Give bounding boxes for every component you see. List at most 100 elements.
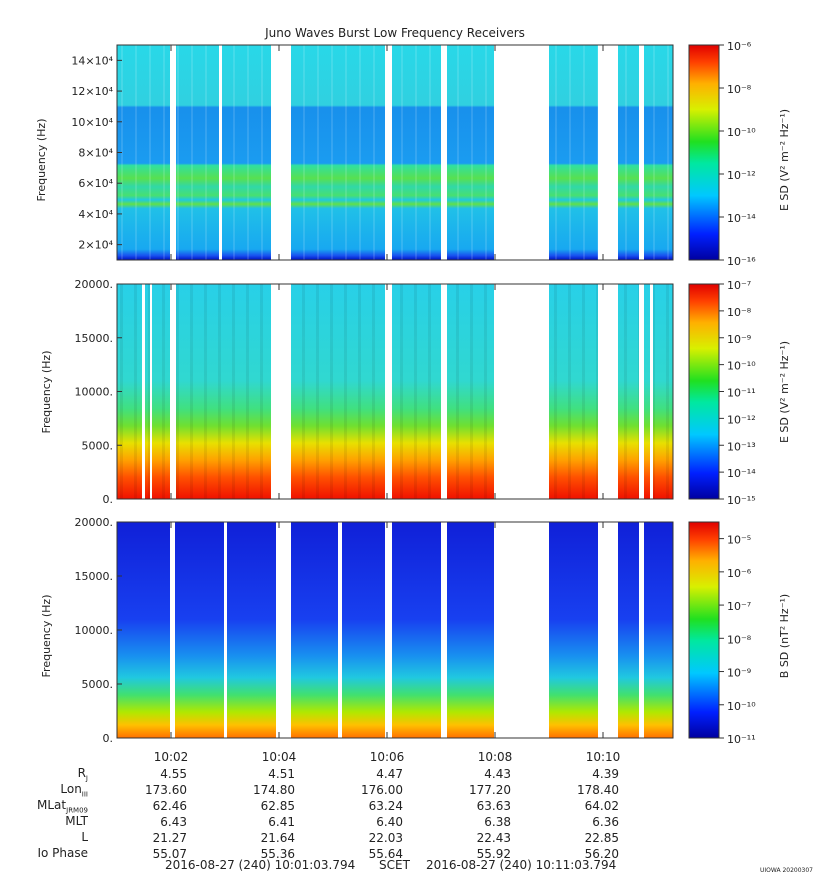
time-axis: 10:02 10:04 10:06 10:08 10:10 — [154, 45, 621, 764]
footer-start-time: 2016-08-27 (240) 10:01:03.794 — [165, 858, 356, 872]
data-gap — [224, 522, 227, 738]
colorbar-tick-label: 10⁻¹⁰ — [727, 360, 756, 373]
ephemeris-row-label: Io Phase — [37, 846, 88, 860]
ephemeris-value: 55.92 — [476, 847, 511, 861]
ephemeris-value: 6.40 — [376, 815, 403, 829]
data-gap — [385, 45, 392, 260]
colorbar-tick-label: 10⁻¹⁴ — [727, 467, 756, 480]
colorbar-tick-label: 10⁻¹³ — [727, 440, 756, 453]
ephemeris-row-label: LonIII — [60, 782, 88, 799]
time-tick-label: 10:02 — [154, 750, 189, 764]
panel-3-colorbar-label: B SD (nT² Hz⁻¹) — [778, 594, 791, 678]
ephemeris-value: 4.39 — [592, 767, 619, 781]
ephemeris-value: 62.46 — [152, 799, 187, 813]
ephemeris-value: 6.43 — [160, 815, 187, 829]
ephemeris-value: 4.43 — [484, 767, 511, 781]
y-tick-label: 10000. — [75, 386, 114, 399]
ephemeris-value: 55.07 — [152, 847, 187, 861]
colorbar-tick-label: 10⁻¹⁶ — [727, 255, 756, 268]
colorbar-tick-label: 10⁻¹⁴ — [727, 212, 756, 225]
data-gap — [441, 284, 447, 499]
y-tick-label: 10×10⁴ — [71, 116, 113, 129]
panel-1-gaps — [170, 45, 644, 260]
data-gap — [598, 45, 618, 260]
y-tick-label: 0. — [103, 732, 114, 745]
colorbar-tick-label: 10⁻⁷ — [727, 600, 751, 613]
ephemeris-row-label: MLT — [65, 814, 88, 828]
panel-3-yaxis: 20000. 15000. 10000. 5000. 0. — [75, 516, 122, 745]
ephemeris-value: 178.40 — [577, 783, 619, 797]
colorbar-tick-label: 10⁻⁸ — [727, 633, 752, 646]
panel-1-ylabel: Frequency (Hz) — [35, 119, 48, 202]
y-tick-label: 10000. — [75, 624, 114, 637]
ephemeris-value: 63.63 — [476, 799, 511, 813]
colorbar-tick-label: 10⁻⁷ — [727, 279, 751, 292]
panel-1: 2×10⁴ 4×10⁴ 6×10⁴ 8×10⁴ 10×10⁴ 12×10⁴ 14×10⁴ F… — [35, 40, 791, 268]
panel-3-gaps — [170, 522, 644, 738]
y-tick-label: 14×10⁴ — [71, 54, 113, 67]
ephemeris-row-label: L — [81, 830, 88, 844]
data-gap — [639, 522, 644, 738]
colorbar-tick-label: 10⁻¹¹ — [727, 733, 756, 746]
y-tick-label: 5000. — [82, 678, 114, 691]
y-tick-label: 6×10⁴ — [78, 177, 113, 190]
panel-2-texture — [117, 284, 673, 499]
colorbar-tick-label: 10⁻¹⁰ — [727, 700, 756, 713]
panel-3: 20000. 15000. 10000. 5000. 0. Frequency (Hz)… — [40, 516, 791, 746]
panel-2-yaxis: 20000. 15000. 10000. 5000. 0. — [75, 278, 122, 506]
footer-end-time: 2016-08-27 (240) 10:11:03.794 — [426, 858, 617, 872]
data-gap — [598, 284, 618, 499]
y-tick-label: 12×10⁴ — [71, 85, 113, 98]
data-gap — [142, 284, 145, 499]
colorbar-tick-label: 10⁻¹² — [727, 169, 756, 182]
data-gap — [598, 522, 618, 738]
ephemeris-value: 4.47 — [376, 767, 403, 781]
time-tick-label: 10:06 — [370, 750, 405, 764]
y-tick-label: 20000. — [75, 516, 114, 529]
y-tick-label: 5000. — [82, 439, 114, 452]
colorbar-tick-label: 10⁻¹⁵ — [727, 494, 756, 507]
panel-2: 20000. 15000. 10000. 5000. 0. Frequency (Hz)… — [40, 278, 791, 507]
data-gap — [338, 522, 342, 738]
ephemeris-value: 56.20 — [584, 847, 619, 861]
ephemeris-value: 21.27 — [152, 831, 187, 845]
colorbar-tick-label: 10⁻¹² — [727, 413, 756, 426]
panel-3-spectrogram — [117, 522, 673, 738]
colorbar-tick-label: 10⁻⁹ — [727, 333, 751, 346]
colorbar-tick-label: 10⁻¹¹ — [727, 387, 756, 400]
ephemeris-row-label: MLatJRM09 — [37, 798, 88, 815]
ephemeris-value: 176.00 — [361, 783, 403, 797]
data-gap — [385, 522, 392, 738]
footer-scet: SCET — [379, 858, 410, 872]
panel-3-ylabel: Frequency (Hz) — [40, 595, 53, 678]
ephemeris-value: 6.38 — [484, 815, 511, 829]
data-gap — [441, 45, 447, 260]
data-gap — [170, 45, 176, 260]
y-tick-label: 2×10⁴ — [78, 239, 113, 252]
data-gap — [219, 45, 222, 260]
ephemeris-value: 62.85 — [260, 799, 295, 813]
panel-1-texture — [117, 45, 673, 260]
ephemeris-value: 174.80 — [253, 783, 295, 797]
ephemeris-value: 22.43 — [476, 831, 511, 845]
panel-2-colorbar-ticks: 10⁻⁷ 10⁻⁸ 10⁻⁹ 10⁻¹⁰ 10⁻¹¹ 10⁻¹² 10⁻¹³ 10⁻¹⁴ 10⁻… — [719, 279, 756, 507]
ephemeris-row-label: RJ — [77, 766, 88, 783]
panel-1-colorbar — [688, 44, 720, 261]
ephemeris-value: 6.36 — [592, 815, 619, 829]
ephemeris-value: 55.36 — [260, 847, 295, 861]
time-tick-label: 10:08 — [478, 750, 513, 764]
ephemeris-value: 6.41 — [268, 815, 295, 829]
data-gap — [441, 522, 447, 738]
ephemeris-value: 63.24 — [368, 799, 403, 813]
ephemeris-value: 64.02 — [584, 799, 619, 813]
ephemeris-value: 4.51 — [268, 767, 295, 781]
ephemeris-value: 55.64 — [368, 847, 403, 861]
time-tick-label: 10:10 — [586, 750, 621, 764]
y-tick-label: 15000. — [75, 332, 114, 345]
y-tick-label: 20000. — [75, 278, 114, 291]
footer-stamp: UIOWA 20200307 — [759, 867, 813, 874]
panel-2-colorbar — [688, 283, 720, 500]
data-gap — [650, 284, 653, 499]
ephemeris-table: RJ 4.55 4.51 4.47 4.43 4.39 LonIII 173.60 174.80… — [0, 762, 815, 880]
data-gap — [276, 522, 291, 738]
